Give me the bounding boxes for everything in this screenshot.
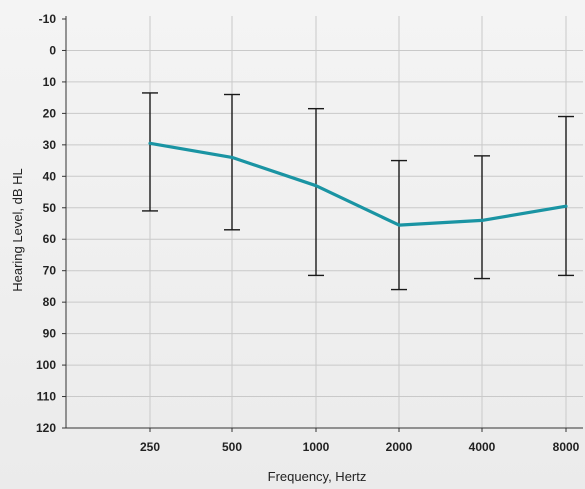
grid-lines (66, 16, 583, 429)
y-tick-label: 50 (43, 201, 57, 215)
x-tick-label: 2000 (386, 440, 413, 454)
y-tick-label: 110 (37, 390, 57, 404)
axes (62, 16, 583, 432)
y-tick-label: 80 (43, 295, 57, 309)
x-tick-label: 250 (140, 440, 160, 454)
y-tick-label: -10 (39, 12, 57, 26)
y-tick-label: 60 (43, 232, 57, 246)
x-tick-label: 8000 (553, 440, 580, 454)
error-bars (142, 92, 574, 291)
x-tick-label: 4000 (469, 440, 496, 454)
y-tick-label: 40 (43, 169, 57, 183)
x-tick-label: 1000 (303, 440, 330, 454)
x-tick-label: 500 (222, 440, 242, 454)
y-tick-label: 20 (43, 106, 57, 120)
y-axis-label: Hearing Level, dB HL (10, 168, 25, 292)
y-tick-label: 120 (36, 421, 56, 435)
y-tick-label: 0 (49, 43, 56, 57)
y-tick-label: 100 (36, 358, 56, 372)
y-tick-label: 30 (43, 138, 57, 152)
y-tick-label: 10 (43, 75, 57, 89)
error-bar (224, 93, 240, 231)
y-tick-label: 70 (43, 264, 57, 278)
hearing-level-line (148, 141, 568, 227)
error-bar (142, 92, 158, 212)
x-axis-label: Frequency, Hertz (268, 469, 367, 484)
y-tick-label: 90 (43, 327, 57, 341)
x-tick-labels: 250 500 1000 2000 4000 8000 (140, 440, 580, 454)
series-line (148, 141, 568, 227)
error-bar (308, 107, 324, 277)
y-tick-labels: -10 0 10 20 30 40 50 60 70 80 90 100 110 120 (36, 12, 56, 435)
error-bar (474, 155, 490, 280)
error-bar (558, 115, 574, 277)
